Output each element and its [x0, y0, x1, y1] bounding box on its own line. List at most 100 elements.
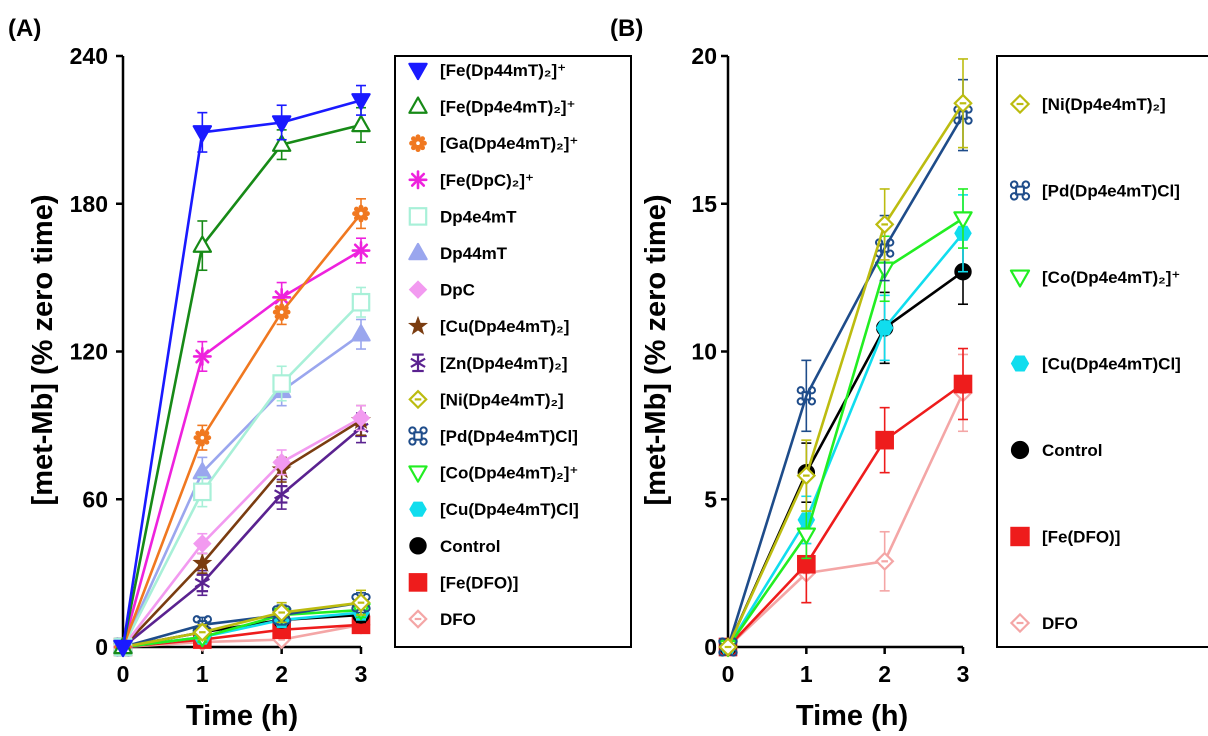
series-dp44mt — [113, 318, 371, 655]
series-line — [727, 382, 964, 648]
x-tick-label: 0 — [722, 661, 735, 687]
legend-label: [Ga(Dp4e4mT)₂]⁺ — [440, 134, 578, 153]
legend-item: Dp4e4mT — [408, 207, 517, 226]
x-axis-label: Time (h) — [796, 700, 908, 732]
data-point-tooth — [279, 303, 285, 309]
series-layer — [113, 84, 371, 658]
series--pd-dp4e4mt-cl- — [718, 78, 973, 657]
legend: [Fe(Dp44mT)₂]⁺ [Fe(Dp4e4mT)₂]⁺ [Ga(Dp4e4mT… — [394, 55, 632, 648]
data-point — [193, 482, 212, 502]
data-point-loop — [886, 249, 895, 258]
x-tick-label: 1 — [800, 661, 813, 687]
legend-item: [Cu(Dp4e4mT)Cl] — [1010, 355, 1181, 374]
data-point-hole — [200, 435, 205, 440]
x-tick-label: 2 — [878, 661, 891, 687]
data-point — [875, 320, 894, 336]
legend-label: [Cu(Dp4e4mT)₂] — [440, 317, 569, 336]
series-line — [121, 212, 363, 648]
data-point-hole — [279, 310, 284, 314]
series-line — [121, 416, 362, 648]
legend-marker — [408, 389, 428, 410]
legend-label: [Co(Dp4e4mT)₂]⁺ — [1042, 268, 1180, 287]
legend-marker-tooth — [411, 145, 416, 151]
legend-item: [Fe(DFO)] — [1010, 526, 1120, 547]
legend-marker — [1009, 93, 1031, 115]
legend-item: [Pd(Dp4e4mT)Cl] — [408, 426, 578, 446]
series-control — [719, 238, 972, 656]
series--fe-dfo- — [718, 347, 973, 657]
legend-label: DpC — [440, 281, 475, 300]
legend-item: [Co(Dp4e4mT)₂]⁺ — [1009, 268, 1180, 288]
legend-item: [Fe(DpC)₂]⁺ — [408, 170, 534, 190]
legend-label: [Cu(Dp4e4mT)Cl] — [1042, 355, 1181, 374]
legend-label: [Fe(Dp44mT)₂]⁺ — [440, 61, 566, 80]
legend-label: [Fe(DFO)] — [1042, 528, 1120, 547]
legend-marker — [1010, 526, 1030, 547]
data-point — [272, 453, 291, 472]
legend-marker-loop — [419, 437, 428, 446]
legend-label: Dp44mT — [440, 244, 508, 263]
legend-marker — [409, 134, 427, 153]
data-point — [192, 346, 212, 366]
data-point-tooth — [364, 211, 370, 217]
y-tick-label: 15 — [691, 191, 717, 217]
data-point — [194, 573, 210, 593]
legend-item: [Ga(Dp4e4mT)₂]⁺ — [409, 134, 578, 153]
data-point-tooth — [274, 314, 280, 320]
data-point — [874, 214, 895, 235]
legend-item: DFO — [408, 609, 476, 629]
legend-label: Control — [440, 537, 500, 556]
legend-marker-tooth — [420, 145, 425, 151]
data-point-loop — [796, 397, 805, 406]
legend-item: [Pd(Dp4e4mT)Cl] — [1009, 180, 1180, 201]
legend-marker-tooth — [415, 147, 421, 153]
legend-item: Control — [409, 537, 500, 556]
series-line — [121, 99, 362, 648]
legend-label: [Ni(Dp4e4mT)₂] — [1042, 95, 1166, 114]
legend-marker-core — [1015, 185, 1025, 196]
legend-item: [Ni(Dp4e4mT)₂] — [1009, 93, 1166, 115]
data-point-tooth — [199, 428, 205, 434]
data-point-tooth — [204, 430, 210, 436]
y-tick-label: 120 — [70, 339, 108, 365]
legend-marker — [408, 465, 428, 483]
legend-item: [Fe(Dp44mT)₂]⁺ — [408, 61, 566, 81]
series-line — [122, 601, 362, 649]
data-point — [271, 602, 292, 623]
legend-label: [Fe(DpC)₂]⁺ — [440, 171, 534, 190]
legend-label: [Fe(Dp4e4mT)₂]⁺ — [440, 98, 576, 117]
series-line — [726, 217, 964, 648]
legend-label: Dp4e4mT — [440, 207, 517, 226]
data-point-tooth — [285, 309, 291, 315]
legend-marker-loop — [419, 426, 428, 435]
x-axis-label: Time (h) — [186, 700, 298, 732]
y-axis-label: [met-Mb] (% zero time) — [27, 195, 59, 506]
series-layer — [718, 58, 973, 658]
legend-item: [Zn(Dp4e4mT)₂] — [410, 353, 568, 373]
legend-marker — [408, 426, 428, 446]
data-point-tooth — [279, 316, 285, 321]
legend-marker-tooth — [420, 136, 425, 142]
data-point-loop — [886, 238, 895, 247]
legend-marker — [1009, 269, 1031, 288]
legend-marker-loop — [1009, 192, 1019, 201]
legend-label: [Pd(Dp4e4mT)Cl] — [1042, 182, 1180, 201]
series-line — [121, 249, 362, 648]
data-point — [192, 235, 213, 253]
data-point-hole — [359, 211, 363, 216]
data-point — [274, 485, 290, 504]
data-point-spoke — [274, 290, 289, 305]
data-point — [351, 408, 371, 428]
legend-label: DFO — [440, 610, 476, 629]
data-point — [113, 639, 133, 658]
legend-marker — [1009, 180, 1031, 201]
data-point — [796, 465, 817, 486]
data-point-tooth — [274, 305, 280, 311]
legend-marker — [409, 501, 427, 517]
legend-marker-spoke — [410, 172, 426, 187]
data-point-spoke — [353, 243, 369, 258]
legend-marker — [409, 537, 427, 555]
data-point-tooth — [358, 217, 364, 223]
y-tick-label: 20 — [691, 43, 717, 69]
